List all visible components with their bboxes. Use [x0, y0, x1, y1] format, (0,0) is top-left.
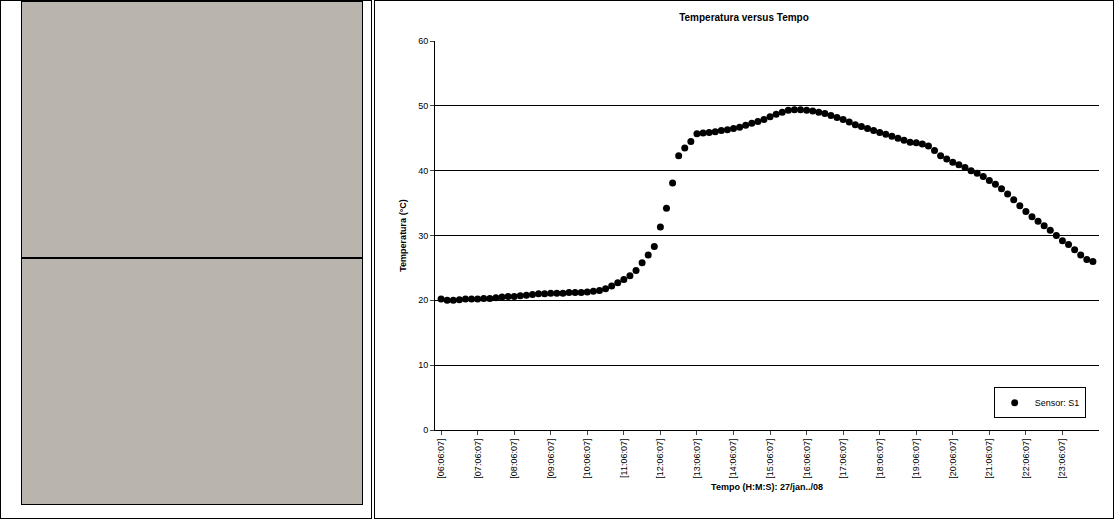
svg-text:[22:06:07]: [22:06:07] — [1021, 439, 1031, 479]
svg-text:Temperatura (°C): Temperatura (°C) — [398, 199, 408, 271]
svg-text:[13:06:07]: [13:06:07] — [692, 439, 702, 479]
svg-text:[19:06:07]: [19:06:07] — [911, 439, 921, 479]
svg-text:Tempo (H:M:S): 27/jan../08: Tempo (H:M:S): 27/jan../08 — [711, 482, 823, 492]
svg-text:40: 40 — [418, 166, 428, 176]
svg-text:[14:06:07]: [14:06:07] — [728, 439, 738, 479]
svg-text:Temperatura versus Tempo: Temperatura versus Tempo — [679, 12, 809, 23]
svg-text:60: 60 — [418, 36, 428, 46]
svg-text:0: 0 — [423, 425, 428, 435]
svg-text:[10:06:07]: [10:06:07] — [582, 439, 592, 479]
svg-text:Sensor: S1: Sensor: S1 — [1035, 398, 1080, 408]
svg-text:[07:06:07]: [07:06:07] — [473, 439, 483, 479]
svg-text:[11:06:07]: [11:06:07] — [619, 439, 629, 478]
svg-text:[09:06:07]: [09:06:07] — [546, 439, 556, 479]
svg-text:30: 30 — [418, 231, 428, 241]
svg-text:10: 10 — [418, 360, 428, 370]
svg-text:[18:06:07]: [18:06:07] — [875, 439, 885, 479]
svg-text:[16:06:07]: [16:06:07] — [802, 439, 812, 479]
svg-text:50: 50 — [418, 101, 428, 111]
svg-text:[06:06:07]: [06:06:07] — [436, 439, 446, 479]
svg-text:[15:06:07]: [15:06:07] — [765, 439, 775, 479]
svg-text:[21:06:07]: [21:06:07] — [984, 439, 994, 479]
svg-text:[12:06:07]: [12:06:07] — [655, 439, 665, 479]
svg-text:[23:06:07]: [23:06:07] — [1057, 439, 1067, 479]
svg-text:[20:06:07]: [20:06:07] — [948, 439, 958, 479]
svg-text:[17:06:07]: [17:06:07] — [838, 439, 848, 479]
svg-text:20: 20 — [418, 295, 428, 305]
svg-text:[08:06:07]: [08:06:07] — [509, 439, 519, 479]
